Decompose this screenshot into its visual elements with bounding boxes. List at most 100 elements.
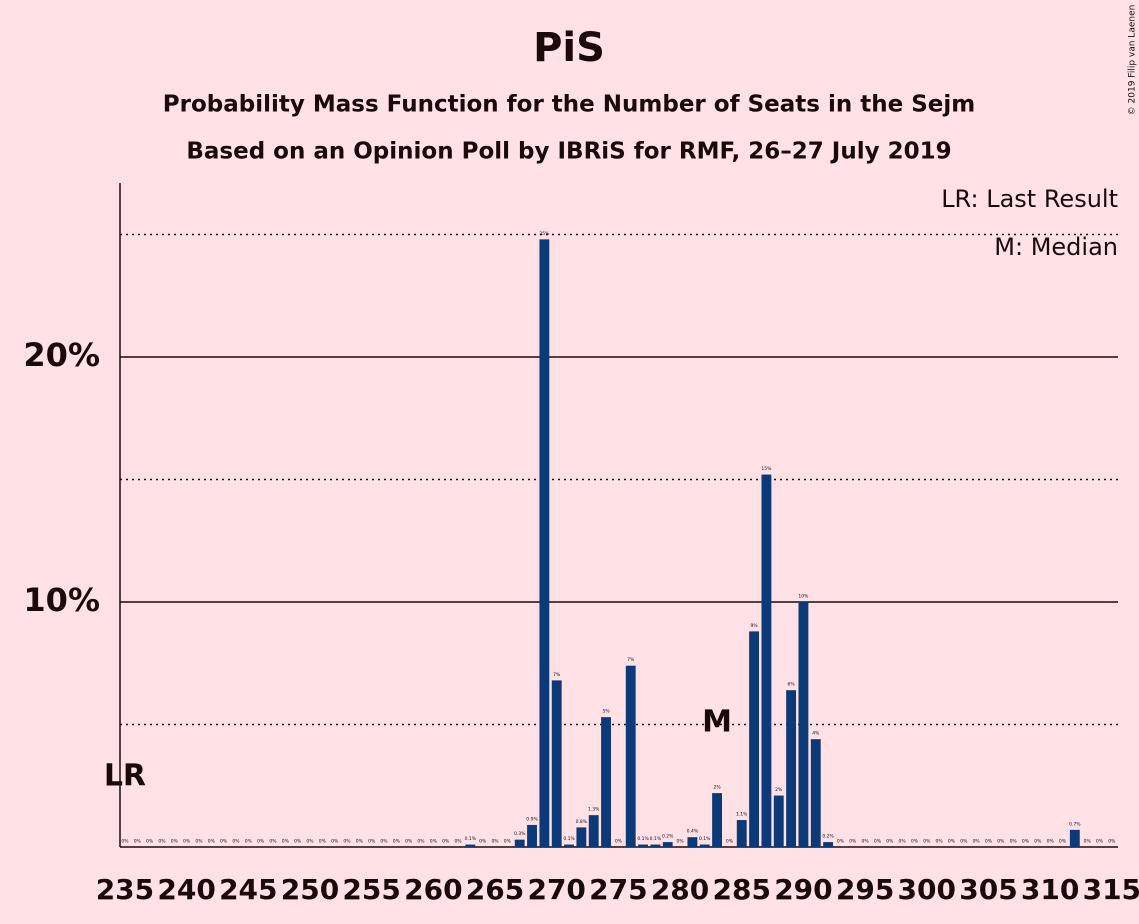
value-label: 0% [874, 839, 882, 845]
bar [786, 690, 797, 847]
value-label: 0.1% [465, 836, 477, 842]
annotation: LR [104, 759, 146, 794]
bar [625, 665, 636, 847]
value-label: 0% [615, 839, 623, 845]
value-label: 0% [183, 839, 191, 845]
value-label: 0% [911, 839, 919, 845]
value-label: 0% [923, 839, 931, 845]
value-label: 0% [368, 839, 376, 845]
value-label: 0% [343, 839, 351, 845]
value-label: 0% [282, 839, 290, 845]
value-label: 0% [134, 839, 142, 845]
value-label: 10% [798, 593, 809, 599]
value-label: 0% [220, 839, 228, 845]
x-tick-label: 245 [219, 873, 277, 906]
x-tick-label: 235 [96, 873, 154, 906]
value-label: 0% [158, 839, 166, 845]
bar [650, 844, 661, 847]
value-label: 0% [430, 839, 438, 845]
legend-entry: M: Median [994, 233, 1118, 261]
value-label: 1.1% [736, 812, 748, 818]
value-label: 0% [1010, 839, 1018, 845]
value-label: 0% [146, 839, 154, 845]
value-label: 0% [899, 839, 907, 845]
bar [761, 474, 772, 847]
value-label: 0% [862, 839, 870, 845]
y-tick-label: 10% [23, 581, 100, 619]
value-label: 0% [948, 839, 956, 845]
value-label: 6% [788, 682, 796, 688]
annotation: M [702, 705, 732, 740]
value-label: 0% [1108, 839, 1116, 845]
value-label: 0% [294, 839, 302, 845]
x-tick-label: 310 [1021, 873, 1079, 906]
x-tick-label: 295 [836, 873, 894, 906]
value-label: 0% [121, 839, 129, 845]
x-tick-label: 305 [959, 873, 1017, 906]
bar [564, 844, 574, 847]
bar [798, 601, 809, 847]
x-tick-label: 280 [651, 873, 709, 906]
value-label: 0% [195, 839, 203, 845]
value-label: 7% [553, 672, 561, 678]
x-tick-label: 275 [589, 873, 647, 906]
value-label: 0% [208, 839, 216, 845]
value-label: 0% [356, 839, 364, 845]
bar [712, 793, 723, 847]
value-label: 0% [997, 839, 1005, 845]
value-label: 9% [751, 623, 759, 629]
x-tick-label: 250 [281, 873, 339, 906]
bar [687, 837, 698, 847]
value-label: 0.1% [699, 836, 711, 842]
x-tick-label: 300 [898, 873, 956, 906]
bar [736, 820, 747, 847]
value-label: 0% [849, 839, 857, 845]
value-label: 0% [245, 839, 253, 845]
bar [539, 239, 550, 847]
value-label: 0% [1034, 839, 1042, 845]
value-label: 0% [319, 839, 327, 845]
y-tick-label: 20% [23, 336, 100, 374]
value-label: 0% [936, 839, 944, 845]
value-label: 5% [602, 709, 610, 715]
value-label: 0.1% [563, 836, 575, 842]
x-tick-label: 290 [774, 873, 832, 906]
bar [514, 839, 525, 847]
value-label: 0% [1047, 839, 1055, 845]
value-label: 15% [761, 466, 772, 472]
value-label: 25% [539, 231, 550, 237]
value-label: 0.3% [514, 831, 526, 837]
value-label: 0% [232, 839, 240, 845]
x-tick-label: 255 [342, 873, 400, 906]
value-label: 7% [627, 657, 635, 663]
x-tick-label: 270 [527, 873, 585, 906]
value-label: 0% [393, 839, 401, 845]
x-tick-label: 260 [404, 873, 462, 906]
bar [601, 717, 611, 847]
value-label: 0% [171, 839, 179, 845]
value-label: 0% [1059, 839, 1067, 845]
bar [773, 795, 784, 847]
value-label: 0.4% [687, 829, 699, 835]
value-label: 0.7% [1069, 821, 1081, 827]
value-label: 0.8% [576, 819, 588, 825]
value-label: 0% [454, 839, 462, 845]
credit: © 2019 Filip van Laenen [1128, 5, 1138, 116]
value-label: 0% [504, 839, 512, 845]
value-label: 0% [1096, 839, 1104, 845]
value-label: 4% [812, 731, 820, 737]
bar [588, 815, 599, 847]
bar [465, 844, 476, 847]
x-tick-label: 285 [713, 873, 771, 906]
x-tick-label: 265 [466, 873, 524, 906]
value-label: 2% [775, 787, 783, 793]
value-label: 0% [1022, 839, 1030, 845]
legend-entry: LR: Last Result [941, 185, 1118, 213]
bar [551, 680, 562, 847]
value-label: 0.9% [526, 816, 538, 822]
x-tick-label: 315 [1083, 873, 1139, 906]
value-label: 0% [1084, 839, 1092, 845]
value-label: 0% [257, 839, 265, 845]
